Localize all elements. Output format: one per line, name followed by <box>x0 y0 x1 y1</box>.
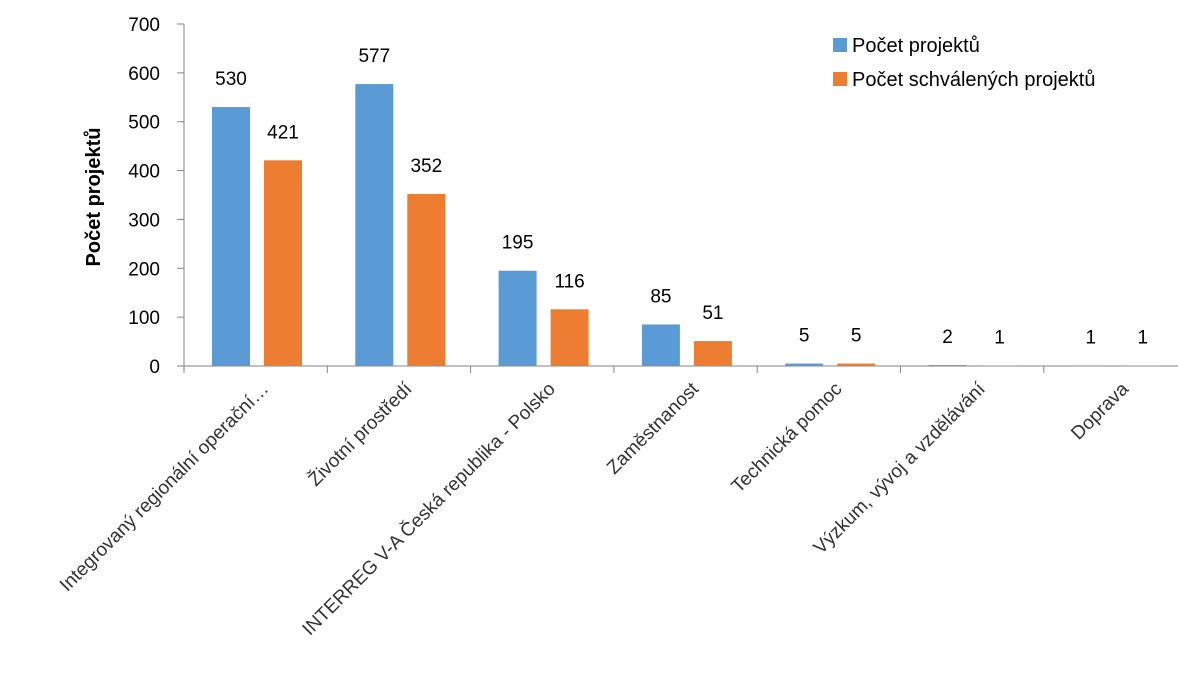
bar <box>498 270 537 366</box>
category-label: Životní prostředí <box>304 377 417 490</box>
category-labels: Integrovaný regionální operační… Životní … <box>56 377 1133 639</box>
y-axis-label: Počet projektů <box>83 128 105 267</box>
legend-swatch <box>833 38 847 52</box>
bar <box>837 363 876 366</box>
bar <box>355 84 394 366</box>
category-label: Doprava <box>1067 378 1133 444</box>
data-label: 85 <box>650 286 671 307</box>
data-label: 352 <box>410 156 442 177</box>
category-label: Výzkum, vývoj a vzdělávání <box>810 378 990 558</box>
data-label: 530 <box>215 69 247 90</box>
category-label: Technická pomoc <box>728 379 847 498</box>
bar <box>264 160 302 366</box>
y-tick-label: 200 <box>128 259 160 280</box>
category-label: Zaměstnanost <box>603 378 703 478</box>
data-label: 1 <box>994 328 1005 349</box>
data-label: 5 <box>799 326 810 347</box>
data-label: 195 <box>502 233 534 254</box>
y-tick-label: 300 <box>128 210 160 231</box>
bars <box>212 84 1162 367</box>
y-tick-label: 500 <box>128 113 160 134</box>
data-label: 577 <box>358 46 390 67</box>
y-axis: 0 100 200 300 400 500 600 700 <box>128 15 185 378</box>
bar <box>212 107 250 367</box>
bar <box>693 341 732 366</box>
y-tick-label: 600 <box>128 64 160 85</box>
y-tick-label: 400 <box>128 162 160 183</box>
y-tick-label: 700 <box>128 15 160 36</box>
bar <box>641 324 680 366</box>
bar <box>928 365 967 366</box>
y-tick-label: 100 <box>128 308 160 329</box>
data-label: 1 <box>1086 328 1097 349</box>
bar <box>407 194 446 366</box>
y-tick-label: 0 <box>149 357 160 378</box>
data-label: 421 <box>267 122 299 143</box>
bar <box>785 363 824 366</box>
data-label: 116 <box>554 271 584 292</box>
data-label: 5 <box>851 326 862 347</box>
category-label: Integrovaný regionální operační… <box>56 379 273 596</box>
bar <box>550 309 589 366</box>
legend-label: Počet projektů <box>852 35 980 57</box>
x-axis <box>183 365 1178 373</box>
legend-label: Počet schválených projektů <box>852 69 1095 91</box>
legend: Počet projektů Počet schválených projektů <box>833 35 1095 91</box>
data-label: 1 <box>1138 328 1149 349</box>
category-label: INTERREG V-A Česká republika - Polsko <box>298 378 560 640</box>
legend-swatch <box>833 72 847 86</box>
data-label: 51 <box>702 303 723 324</box>
data-label: 2 <box>942 327 953 348</box>
